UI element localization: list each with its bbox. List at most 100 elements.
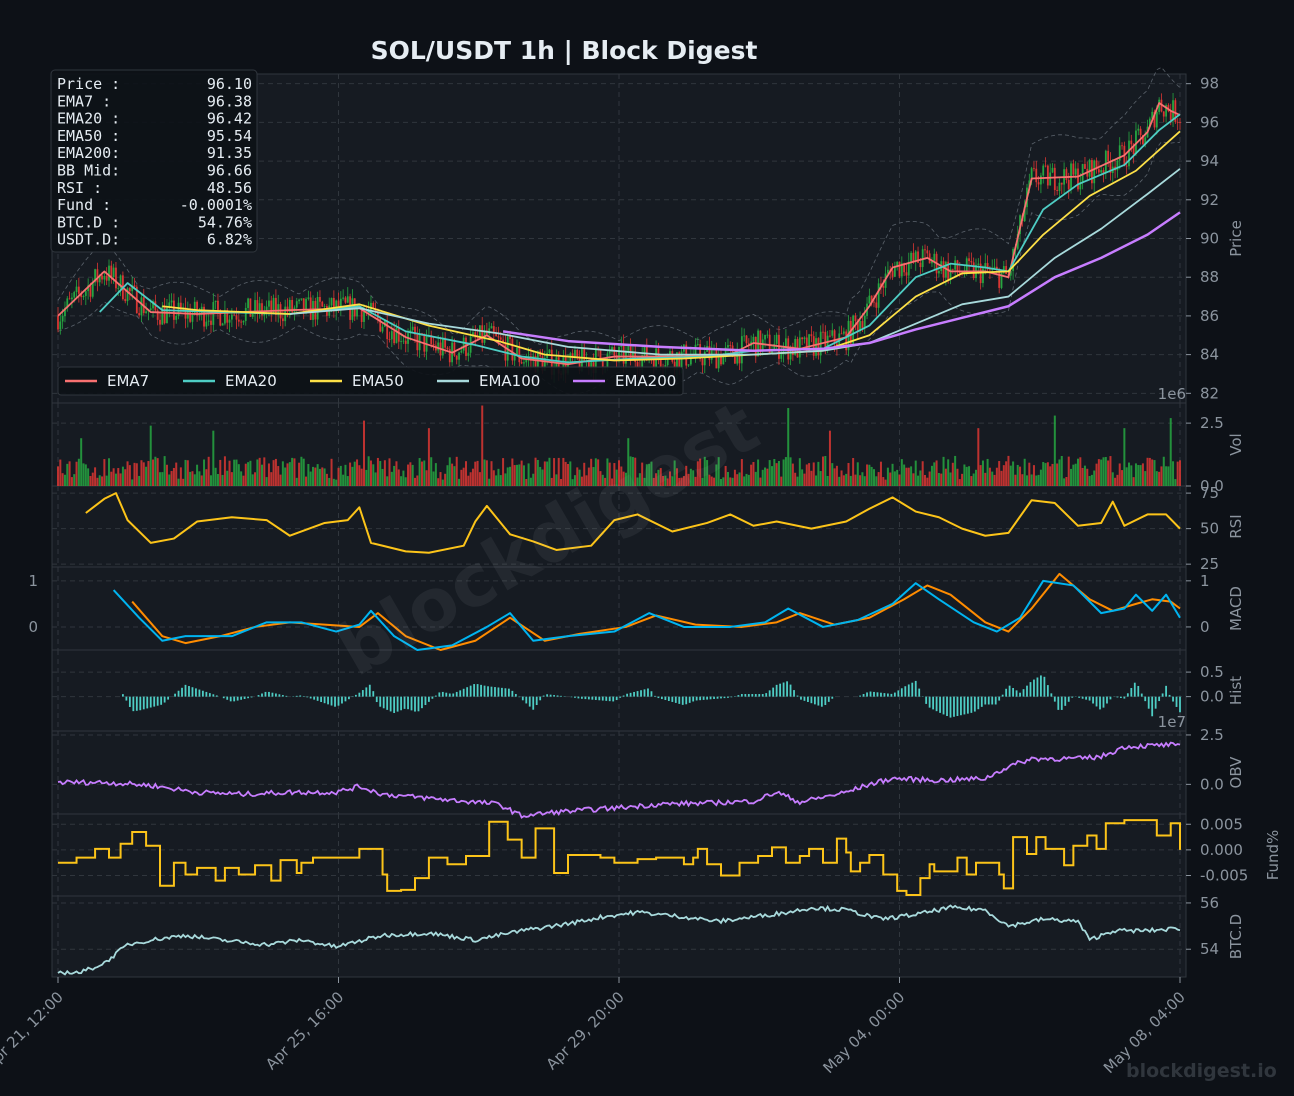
- hist-bar: [782, 682, 785, 697]
- candle-body: [1049, 172, 1052, 186]
- info-label-6: RSI :: [57, 179, 102, 197]
- candle-body: [951, 268, 954, 270]
- volume-bar: [414, 477, 416, 486]
- hist-bar: [615, 696, 618, 701]
- volume-bar: [713, 477, 716, 486]
- hist-bar: [758, 694, 761, 697]
- volume-bar: [930, 465, 933, 486]
- volume-bar: [907, 467, 910, 486]
- volume-bar: [685, 465, 688, 486]
- candle-body: [472, 332, 474, 337]
- hist-bar: [181, 687, 183, 697]
- hist-bar: [980, 696, 983, 707]
- hist-bar: [699, 696, 702, 701]
- volume-bar: [984, 472, 987, 486]
- candle-body: [678, 352, 681, 368]
- volume-bar: [439, 472, 442, 486]
- volume-bar: [1179, 460, 1181, 486]
- volume-bar: [221, 474, 224, 486]
- volume-bar: [555, 474, 558, 486]
- volume-bar: [863, 476, 866, 486]
- candle-body: [548, 349, 551, 353]
- volume-bar: [1162, 456, 1165, 486]
- candle-body: [1125, 165, 1128, 167]
- volume-bar: [451, 463, 454, 486]
- volume-bar: [152, 459, 155, 486]
- hist-bar: [633, 691, 635, 697]
- hist-bar: [1015, 690, 1018, 697]
- volume-bar: [532, 473, 535, 486]
- ytick-price-4: 90: [1200, 230, 1219, 248]
- hist-bar: [869, 691, 872, 697]
- hist-bar: [434, 695, 437, 697]
- volume-bar: [73, 474, 76, 486]
- volume-bar: [395, 461, 398, 486]
- volume-bar: [699, 458, 702, 486]
- volume-bar: [1130, 465, 1133, 486]
- hist-bar: [723, 696, 726, 699]
- volume-bar: [272, 460, 275, 486]
- candle-body: [210, 320, 212, 325]
- hist-bar: [375, 696, 378, 703]
- volume-bar: [954, 455, 957, 486]
- volume-bar: [949, 472, 952, 486]
- volume-bar: [889, 472, 892, 486]
- candle-body: [590, 362, 593, 369]
- candle-body: [893, 266, 896, 277]
- ytick-hist-1: 0.5: [1200, 663, 1224, 681]
- hist-bar: [713, 696, 715, 699]
- candle-body: [995, 266, 998, 269]
- volume-bar: [924, 474, 926, 486]
- volume-bar: [571, 479, 574, 486]
- volume-bar: [569, 461, 572, 486]
- candle-body: [764, 335, 766, 340]
- candle-body: [1037, 182, 1040, 185]
- info-value-4: 91.35: [207, 144, 252, 162]
- candle-body: [687, 364, 690, 366]
- hist-bar: [243, 696, 246, 699]
- hist-bar: [928, 696, 931, 708]
- candle-body: [112, 267, 115, 278]
- candle-body: [562, 356, 565, 375]
- candle-body: [207, 320, 210, 322]
- volume-bar: [423, 460, 426, 486]
- volume-bar: [724, 465, 727, 486]
- candle-body: [1067, 179, 1070, 190]
- candle-body: [842, 331, 845, 334]
- volume-bar: [305, 476, 308, 486]
- candle-body: [344, 297, 347, 303]
- volume-bar: [764, 467, 767, 486]
- macd-left-tick-1: 0: [28, 618, 38, 636]
- volume-bar: [66, 463, 69, 486]
- candle-body: [1132, 144, 1135, 155]
- hist-bar: [483, 685, 486, 697]
- candle-body: [219, 310, 222, 326]
- candle-body: [346, 296, 349, 303]
- candle-body: [497, 336, 500, 338]
- volume-bar: [117, 468, 120, 486]
- volume-bar: [518, 464, 521, 486]
- candle-body: [1095, 160, 1098, 170]
- hist-bar: [772, 687, 775, 697]
- candle-body: [1051, 167, 1054, 173]
- volume-bar: [1158, 471, 1161, 486]
- volume-bar: [300, 456, 303, 486]
- candle-body: [1091, 160, 1093, 184]
- candle-body: [703, 351, 706, 366]
- hist-bar: [334, 696, 336, 707]
- candle-body: [775, 334, 778, 344]
- volume-bar: [1039, 469, 1042, 486]
- candle-body: [189, 310, 192, 322]
- candle-body: [1035, 168, 1038, 183]
- hist-bar: [1036, 677, 1039, 697]
- volume-bar: [905, 467, 908, 486]
- volume-bar: [154, 456, 157, 486]
- volume-bar: [258, 457, 261, 486]
- candle-body: [298, 299, 300, 302]
- volume-bar: [1121, 470, 1124, 486]
- candle-body: [159, 319, 161, 325]
- hist-bar: [473, 684, 476, 697]
- candle-body: [870, 295, 873, 302]
- volume-bar: [323, 468, 326, 486]
- volume-bar: [1012, 461, 1015, 486]
